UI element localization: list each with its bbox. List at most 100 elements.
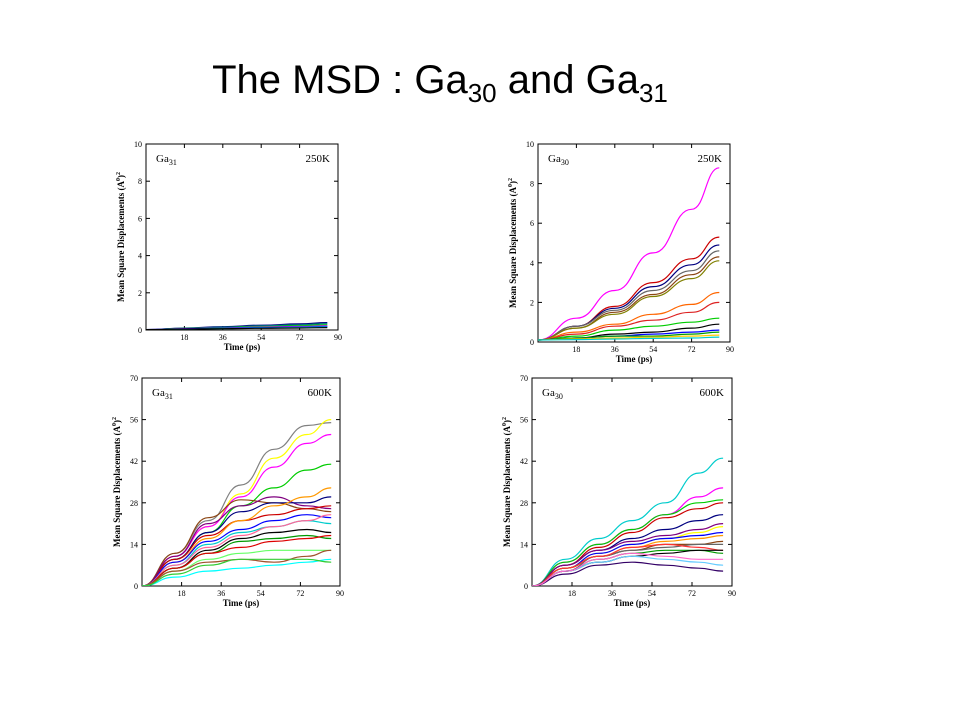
series-group xyxy=(532,457,724,586)
x-tick-label: 90 xyxy=(334,333,342,342)
y-axis-label-text: Mean Square Displacements (A xyxy=(502,425,512,547)
cluster-label-base: Ga xyxy=(542,387,555,399)
series-group xyxy=(538,167,720,341)
x-tick-label: 36 xyxy=(611,345,619,354)
y-tick-label: 14 xyxy=(130,540,138,549)
y-tick-label: 10 xyxy=(526,140,534,149)
x-tick-label: 18 xyxy=(572,345,580,354)
cluster-label: Ga31 xyxy=(156,153,177,167)
y-tick-label: 4 xyxy=(530,259,534,268)
series-line-17 xyxy=(532,552,724,586)
series-line-10 xyxy=(142,514,332,586)
y-tick-label: 0 xyxy=(134,582,138,591)
series-line-18 xyxy=(142,558,332,586)
plot-frame xyxy=(145,143,339,331)
cluster-label-sub: 31 xyxy=(169,158,177,167)
series-group xyxy=(146,322,328,330)
y-tick-label: 8 xyxy=(530,180,534,189)
y-tick-label: 70 xyxy=(520,374,528,383)
x-tick-label: 72 xyxy=(296,333,304,342)
y-tick-label: 2 xyxy=(138,289,142,298)
series-line-1 xyxy=(538,167,720,341)
series-line-6 xyxy=(538,260,720,341)
series-line-14 xyxy=(538,336,720,341)
y-tick-label: 6 xyxy=(138,214,142,223)
series-line-12 xyxy=(538,331,720,341)
y-axis-label-sup2: 2 xyxy=(116,172,122,175)
y-axis-label-close: ) xyxy=(502,420,512,423)
series-line-6 xyxy=(532,523,724,586)
series-line-12 xyxy=(532,543,724,586)
temperature-label: 600K xyxy=(700,387,725,399)
y-tick-label: 4 xyxy=(138,252,142,261)
y-axis-label-close: ) xyxy=(112,420,122,423)
x-tick-label: 18 xyxy=(178,589,186,598)
temperature-label: 250K xyxy=(306,153,331,165)
x-tick-label: 72 xyxy=(688,589,696,598)
chart-ga31-250k: 0 2 4 6 8 10 18 36 54 72 90 Time (ps) Mean Square Di… xyxy=(116,140,342,352)
x-tick-label: 54 xyxy=(257,333,265,342)
x-tick-label: 90 xyxy=(336,589,344,598)
y-axis-label-close: ) xyxy=(508,181,518,184)
y-axis-label: Mean Square Displacements (A0)2 xyxy=(508,178,518,308)
series-line-1 xyxy=(532,457,724,586)
y-tick-label: 0 xyxy=(524,582,528,591)
y-tick-label: 0 xyxy=(530,338,534,347)
plot-frame xyxy=(537,143,731,343)
y-axis-label-text: Mean Square Displacements (A xyxy=(508,186,518,308)
x-tick-label: 54 xyxy=(649,345,657,354)
cluster-label-base: Ga xyxy=(548,153,561,165)
y-axis-label-sup: 0 xyxy=(508,184,514,187)
x-tick-label: 18 xyxy=(568,589,576,598)
y-axis-label-text: Mean Square Displacements (A xyxy=(112,425,122,547)
x-axis-label: Time (ps) xyxy=(223,598,260,608)
series-line-3 xyxy=(532,499,724,586)
temperature-label: 250K xyxy=(698,153,723,165)
y-tick-label: 42 xyxy=(520,457,528,466)
y-tick-label: 42 xyxy=(130,457,138,466)
plot-frame xyxy=(531,377,733,587)
series-line-1 xyxy=(142,422,332,586)
cluster-label-sub: 30 xyxy=(555,392,563,401)
x-tick-label: 36 xyxy=(608,589,616,598)
x-tick-label: 72 xyxy=(688,345,696,354)
title-subscript-2: 31 xyxy=(638,78,668,108)
y-axis-label-close: ) xyxy=(116,175,126,178)
y-axis-label-sup2: 2 xyxy=(112,417,118,420)
x-tick-label: 72 xyxy=(296,589,304,598)
x-axis-label: Time (ps) xyxy=(614,598,651,608)
y-tick-label: 28 xyxy=(520,499,528,508)
y-axis-label-sup2: 2 xyxy=(502,417,508,420)
y-axis-label-text: Mean Square Displacements (A xyxy=(116,180,126,302)
cluster-label: Ga30 xyxy=(542,387,563,401)
x-tick-label: 36 xyxy=(219,333,227,342)
series-line-7 xyxy=(146,327,328,330)
y-tick-label: 8 xyxy=(138,177,142,186)
series-line-12 xyxy=(142,514,332,586)
x-tick-label: 36 xyxy=(217,589,225,598)
cluster-label-sub: 30 xyxy=(561,158,569,167)
cluster-label-base: Ga xyxy=(152,387,165,399)
chart-ga31-600k: 0 14 28 42 56 70 18 36 54 72 90 Time (ps) Mean Squar… xyxy=(112,374,344,608)
y-tick-label: 2 xyxy=(530,298,534,307)
cluster-label-sub: 31 xyxy=(165,392,173,401)
x-tick-label: 90 xyxy=(726,345,734,354)
series-line-16 xyxy=(532,561,724,586)
x-tick-label: 90 xyxy=(728,589,736,598)
x-tick-label: 54 xyxy=(257,589,265,598)
title-text-2: and Ga xyxy=(496,58,639,102)
y-tick-label: 10 xyxy=(134,140,142,149)
x-axis-label: Time (ps) xyxy=(224,342,261,352)
y-tick-label: 0 xyxy=(138,326,142,335)
y-tick-label: 14 xyxy=(520,540,528,549)
title-text-1: The MSD : Ga xyxy=(212,58,468,102)
y-axis-label-sup: 0 xyxy=(112,423,118,426)
chart-ga30-250k: 0 2 4 6 8 10 18 36 54 72 90 Time (ps) Mean Square Di… xyxy=(508,140,734,364)
slide-title: The MSD : Ga30 and Ga31 xyxy=(0,58,880,109)
y-tick-label: 70 xyxy=(130,374,138,383)
y-axis-label: Mean Square Displacements (A0)2 xyxy=(502,417,512,547)
cluster-label: Ga30 xyxy=(548,153,569,167)
temperature-label: 600K xyxy=(308,387,333,399)
series-line-7 xyxy=(538,291,720,341)
y-tick-label: 56 xyxy=(130,416,138,425)
